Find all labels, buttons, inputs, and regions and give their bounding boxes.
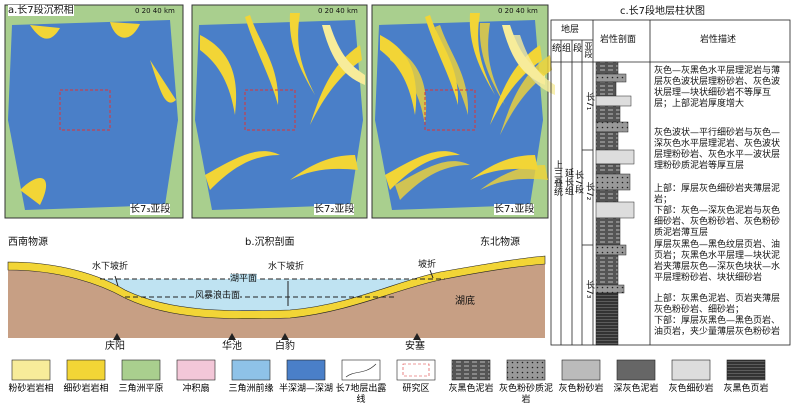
map-a1	[371, 4, 555, 219]
legend-label: 灰色粉砂质泥岩	[499, 384, 554, 405]
description: 灰色波状—平行细砂岩与灰色—深灰色水平层理泥岩、灰色波状层理粉砂岩、灰色水平—波…	[654, 128, 781, 171]
description: 灰色—灰黑色水平层理泥岩与薄层灰色波状层理粉砂岩、灰色波状层理—块状细砂岩不等厚…	[654, 66, 781, 109]
scale: 0 20 40 km	[135, 7, 175, 15]
legend-label: 三角洲平原	[118, 384, 164, 394]
description: 下部：厚层灰黑色—黑色页岩、油页岩，夹少量薄层灰色粉砂岩	[654, 316, 781, 337]
legend-label: 冲积扇	[182, 384, 210, 394]
header: 岩性剖面	[600, 35, 637, 45]
header: 段	[573, 44, 583, 54]
system: 上三叠统	[552, 160, 562, 196]
legend-label: 灰黑色页岩	[723, 384, 769, 394]
source-label: 西南物源	[8, 237, 48, 248]
lake-floor: 湖底	[455, 296, 475, 307]
well: 庆阳	[105, 341, 125, 352]
source-label: 东北物源	[480, 237, 520, 248]
header: 亚段	[584, 42, 593, 58]
lithology-profile	[595, 61, 635, 346]
well: 白豹	[275, 341, 295, 352]
map-a2	[191, 4, 368, 219]
well: 安塞	[405, 341, 425, 352]
legend-label: 研究区	[402, 384, 430, 394]
map-a3	[4, 4, 184, 219]
slope-label: 水下坡折	[92, 262, 129, 272]
formation: 延长组	[563, 168, 573, 195]
description: 厚层灰黑色—黑色纹层页岩、油页岩；灰黑色水平层理—块状泥岩夹薄层灰色—深灰色块状…	[654, 240, 781, 283]
legend-label: 细砂岩岩相	[63, 384, 109, 394]
submember: 长7₃	[584, 280, 594, 299]
map-label: 长7₃亚段	[130, 204, 171, 215]
legend-label: 三角洲前缘	[228, 384, 274, 394]
legend-swatches	[11, 359, 766, 381]
header: 统	[552, 44, 562, 54]
legend-label: 深灰色泥岩	[613, 384, 659, 394]
legend-label: 灰色粉砂岩	[558, 384, 604, 394]
slope-label: 水下坡折	[268, 262, 305, 272]
column-title: c.长7段地层柱状图	[620, 6, 706, 17]
legend-label: 粉砂岩岩相	[8, 384, 54, 394]
scale: 0 20 40 km	[318, 7, 358, 15]
panel-title: a.长7段沉积相	[8, 5, 74, 16]
description: 上部：厚层灰色细砂岩夹薄层泥岩；	[654, 184, 781, 205]
submember: 长7₂	[584, 182, 594, 201]
legend-label: 灰黑色泥岩	[448, 384, 494, 394]
column-table	[550, 19, 791, 346]
member: 长7段	[573, 170, 583, 194]
description: 上部：灰黑色泥岩、页岩夹薄层灰色粉砂岩、细砂岩；	[654, 294, 781, 315]
scale: 0 20 40 km	[498, 7, 538, 15]
legend-label: 半深湖—深湖	[279, 384, 334, 394]
map-label: 长7₁亚段	[494, 204, 535, 215]
submember: 长7₁	[584, 92, 594, 111]
cross-section	[7, 255, 546, 340]
map-label: 长7₂亚段	[314, 204, 355, 215]
section-title: b.沉积剖面	[245, 237, 295, 248]
well: 华池	[222, 341, 242, 352]
storm-base: 风暴浪击面	[195, 291, 241, 302]
header: 地层	[561, 25, 580, 35]
header: 岩性描述	[700, 35, 737, 45]
lake-level: 湖平面	[230, 274, 258, 285]
header: 组	[562, 44, 572, 54]
legend-label: 长7地层出露线	[335, 384, 387, 405]
slope-label: 坡折	[418, 260, 437, 270]
legend-label: 灰色细砂岩	[668, 384, 714, 394]
description: 下部：灰色—深灰色泥岩与灰色细砂岩、灰色粉砂岩、灰色粉砂质泥岩薄互层	[654, 206, 781, 238]
